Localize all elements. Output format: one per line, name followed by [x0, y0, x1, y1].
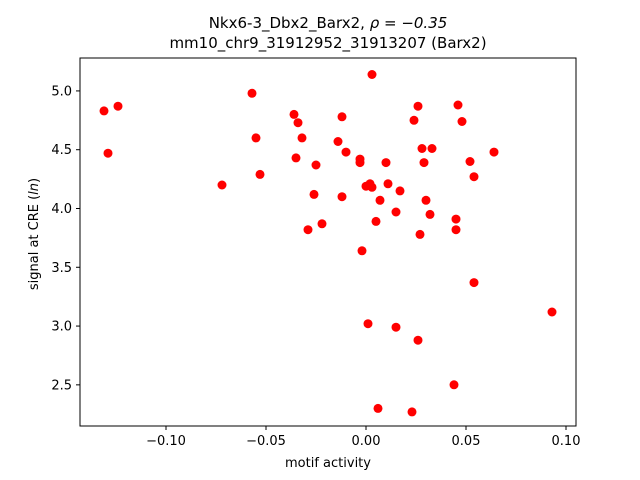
data-point [489, 147, 499, 157]
data-points [99, 70, 557, 417]
data-point [99, 106, 109, 116]
data-point [297, 133, 307, 143]
data-point [367, 70, 377, 79]
data-point [547, 307, 557, 317]
y-tick-label: 4.5 [51, 143, 72, 158]
x-tick-label: −0.05 [246, 434, 286, 449]
data-point [247, 88, 257, 98]
chart-title-line1: Nkx6-3_Dbx2_Barx2, ρ = −0.35 [209, 14, 448, 33]
data-point [103, 148, 113, 158]
data-point [453, 100, 463, 110]
data-point [417, 144, 427, 153]
data-point [421, 195, 431, 205]
data-point [395, 186, 405, 196]
data-point [317, 219, 327, 229]
data-point [383, 179, 393, 189]
data-point [311, 160, 321, 170]
data-point [375, 195, 385, 205]
data-point [341, 147, 351, 157]
data-point [391, 322, 401, 332]
y-axis-ticks: 2.5 3.0 3.5 4.0 4.5 5.0 [51, 84, 80, 393]
x-tick-label: 0.10 [552, 434, 581, 449]
data-point [289, 109, 299, 119]
data-point [427, 144, 437, 153]
x-tick-label: 0.05 [452, 434, 481, 449]
data-point [381, 158, 391, 168]
data-point [419, 158, 429, 168]
data-point [355, 158, 365, 168]
data-point [333, 137, 343, 146]
data-point [425, 209, 435, 219]
data-point [409, 115, 419, 125]
data-point [457, 117, 467, 126]
y-tick-label: 3.0 [51, 320, 72, 335]
data-point [469, 172, 479, 182]
data-point [357, 246, 367, 256]
y-tick-label: 2.5 [51, 378, 72, 393]
data-point [469, 278, 479, 288]
data-point [255, 169, 265, 179]
data-point [251, 133, 261, 143]
data-point [451, 214, 461, 224]
data-point [291, 153, 301, 163]
chart-title-line2: mm10_chr9_31912952_31913207 (Barx2) [169, 34, 486, 53]
data-point [413, 101, 423, 111]
data-point [413, 335, 423, 345]
data-point [113, 101, 123, 111]
data-point [293, 118, 303, 128]
x-tick-label: 0.00 [352, 434, 381, 449]
data-point [309, 189, 319, 199]
data-point [391, 207, 401, 217]
data-point [337, 192, 347, 202]
y-tick-label: 4.0 [51, 202, 72, 217]
x-axis-ticks: −0.10 −0.05 0.00 0.05 0.10 [146, 426, 580, 449]
data-point [415, 229, 425, 239]
data-point [373, 403, 383, 413]
y-tick-label: 5.0 [51, 84, 72, 99]
data-point [465, 157, 475, 166]
y-tick-label: 3.5 [51, 261, 72, 276]
data-point [303, 225, 313, 235]
plot-frame [79, 57, 577, 427]
data-point [371, 216, 381, 226]
data-point [451, 225, 461, 235]
data-point [407, 407, 417, 417]
data-point [363, 319, 373, 329]
data-point [449, 380, 459, 390]
x-tick-label: −0.10 [146, 434, 186, 449]
y-axis-label: signal at CRE (ln) [27, 178, 42, 290]
data-point [217, 180, 227, 190]
data-point [367, 182, 377, 192]
x-axis-label: motif activity [285, 456, 371, 471]
data-point [337, 112, 347, 122]
